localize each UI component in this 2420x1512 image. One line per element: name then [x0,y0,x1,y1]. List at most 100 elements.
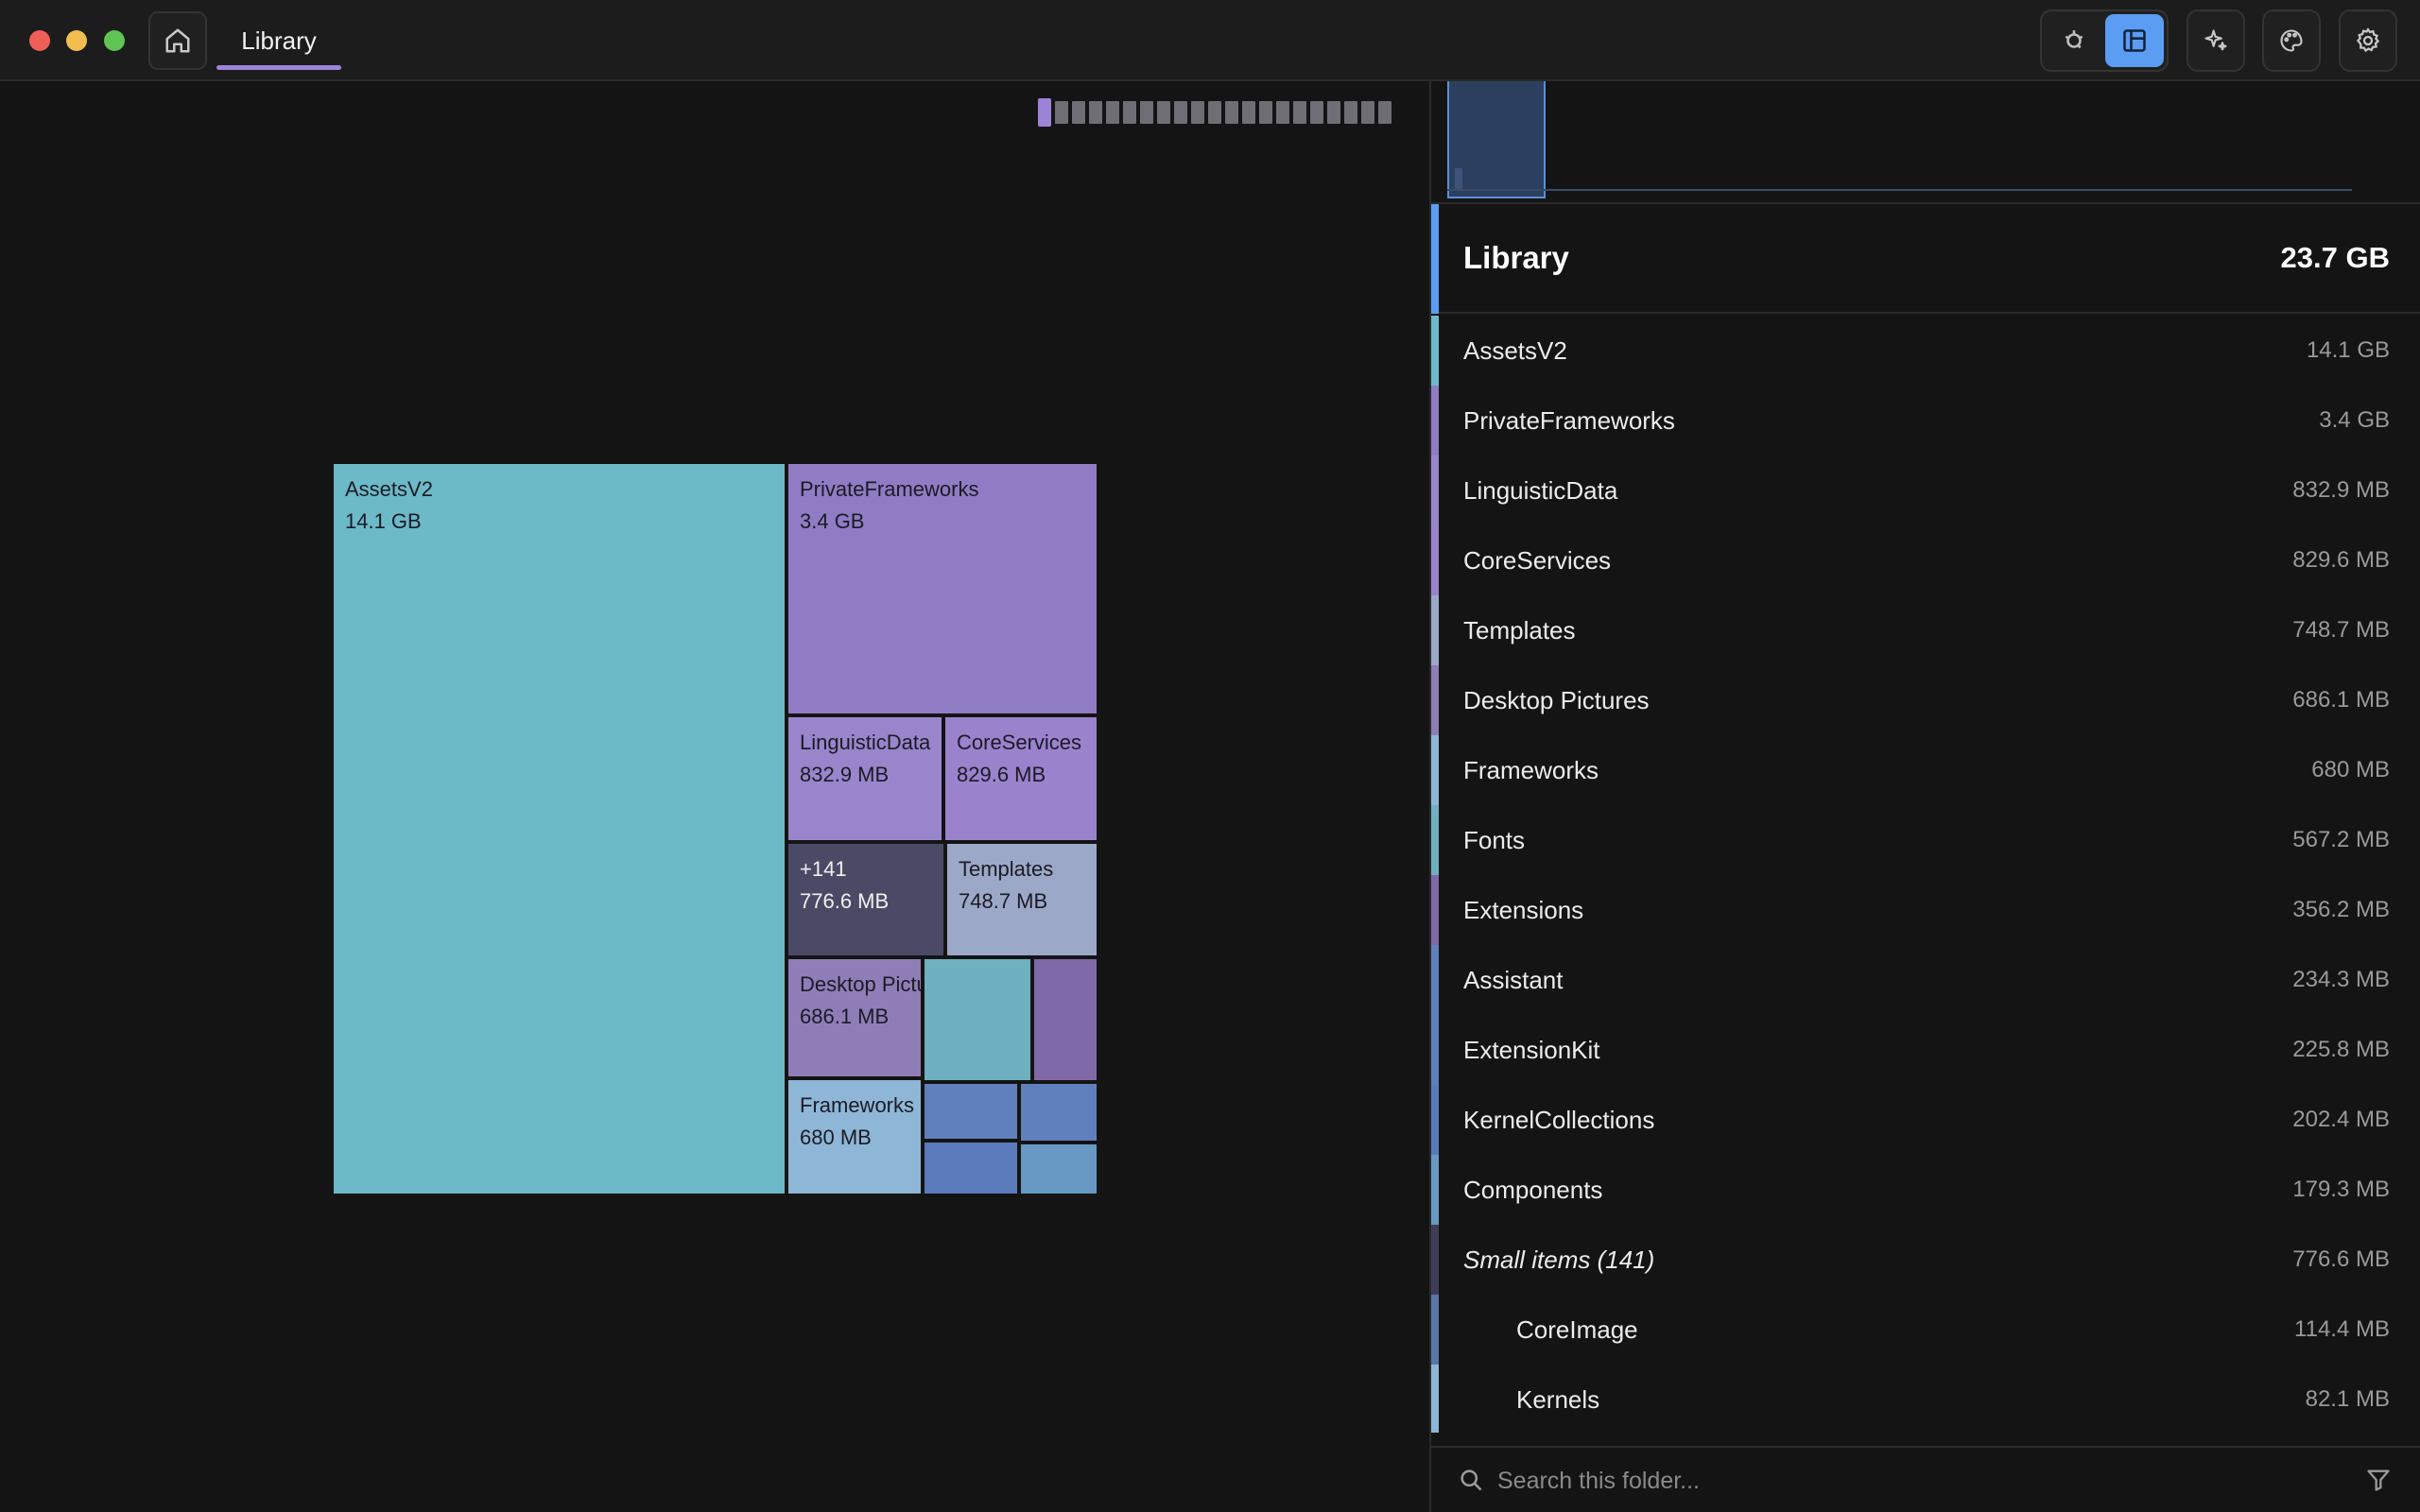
folder-size: 23.7 GB [2280,241,2390,274]
tab-library[interactable]: Library [216,11,341,70]
zoom-window-button[interactable] [104,30,125,51]
treemap-cell-extensions[interactable] [1032,957,1098,1082]
list-item[interactable]: CoreServices 829.6 MB [1431,525,2420,595]
item-name: Templates [1463,616,1576,644]
item-size: 680 MB [2311,757,2390,782]
settings-button[interactable] [2339,9,2397,72]
breadcrumb-segment[interactable] [1378,101,1392,124]
treemap-cell-assetsv2[interactable]: AssetsV2 14.1 GB [332,462,786,1195]
list-item[interactable]: Assistant 234.3 MB [1431,945,2420,1015]
treemap-view-button[interactable] [2105,14,2164,67]
current-folder-summary: Library 23.7 GB [1431,202,2420,314]
breadcrumb-segment[interactable] [1259,101,1272,124]
list-item[interactable]: Desktop Pictures 686.1 MB [1431,665,2420,735]
cell-name: Desktop Pictures [800,972,921,996]
breadcrumb-segment[interactable] [1208,101,1221,124]
item-name: CoreImage [1516,1315,1638,1344]
breadcrumb-segment[interactable] [1361,101,1374,124]
sunburst-view-button[interactable] [2045,14,2103,67]
breadcrumb-segment[interactable] [1276,101,1289,124]
item-size: 776.6 MB [2292,1246,2390,1272]
treemap-pane: AssetsV2 14.1 GB PrivateFrameworks 3.4 G… [0,81,1429,1512]
breadcrumb-segment[interactable] [1038,98,1051,127]
list-item[interactable]: PrivateFrameworks 3.4 GB [1431,386,2420,455]
treemap-cell-linguisticdata[interactable]: LinguisticData 832.9 MB [786,715,943,842]
filter-icon[interactable] [2365,1467,2392,1493]
search-input[interactable] [1495,1457,2331,1504]
treemap-cell-fonts[interactable] [923,957,1032,1082]
treemap-cell-frameworks[interactable]: Frameworks 680 MB [786,1078,923,1195]
color-stripe [1431,595,1439,665]
insights-button[interactable] [2187,9,2245,72]
breadcrumb-segment[interactable] [1140,101,1153,124]
color-stripe [1431,665,1439,735]
breadcrumb-segment[interactable] [1157,101,1170,124]
color-stripe [1431,386,1439,455]
color-stripe [1431,316,1439,386]
list-item[interactable]: ExtensionKit 225.8 MB [1431,1015,2420,1085]
treemap: AssetsV2 14.1 GB PrivateFrameworks 3.4 G… [332,462,1098,1195]
list-item[interactable]: Extensions 356.2 MB [1431,875,2420,945]
histogram-selection[interactable] [1447,81,1546,198]
list-item[interactable]: LinguisticData 832.9 MB [1431,455,2420,525]
color-stripe [1431,735,1439,805]
color-stripe [1431,945,1439,1015]
list-item[interactable]: CoreImage 114.4 MB [1431,1295,2420,1365]
treemap-cell-small-items[interactable]: +141 776.6 MB [786,842,945,957]
breadcrumb-segment[interactable] [1106,101,1119,124]
details-panel: Library 23.7 GB AssetsV2 14.1 GB PrivateFr… [1429,81,2420,1512]
breadcrumb-segment[interactable] [1089,101,1102,124]
home-button[interactable] [148,11,207,70]
item-name: LinguisticData [1463,476,1618,505]
list-item[interactable]: KernelCollections 202.4 MB [1431,1085,2420,1155]
breadcrumb-segment[interactable] [1072,101,1085,124]
treemap-cell-desktop-pictures[interactable]: Desktop Pictures 686.1 MB [786,957,923,1078]
list-item[interactable]: Frameworks 680 MB [1431,735,2420,805]
color-stripe [1431,455,1439,525]
breadcrumb-segment[interactable] [1242,101,1255,124]
list-item[interactable]: Small items (141) 776.6 MB [1431,1225,2420,1295]
breadcrumb-segment[interactable] [1344,101,1357,124]
color-stripe [1431,1085,1439,1155]
item-size: 202.4 MB [2292,1107,2390,1132]
breadcrumb [1038,98,1392,127]
breadcrumb-segment[interactable] [1191,101,1204,124]
list-item[interactable]: Templates 748.7 MB [1431,595,2420,665]
treemap-cell-extensionkit[interactable] [1019,1082,1098,1143]
breadcrumb-segment[interactable] [1327,101,1340,124]
treemap-cell-coreservices[interactable]: CoreServices 829.6 MB [943,715,1098,842]
histogram-bar [1455,168,1462,189]
breadcrumb-segment[interactable] [1055,101,1068,124]
item-size: 748.7 MB [2292,617,2390,643]
item-size: 356.2 MB [2292,897,2390,922]
list-item[interactable]: Components 179.3 MB [1431,1155,2420,1225]
item-size: 832.9 MB [2292,477,2390,503]
breadcrumb-segment[interactable] [1123,101,1136,124]
item-name: ExtensionKit [1463,1036,1600,1064]
item-name: Fonts [1463,826,1526,854]
list-item[interactable]: Kernels 82.1 MB [1431,1365,2420,1433]
breadcrumb-segment[interactable] [1225,101,1238,124]
close-window-button[interactable] [29,30,50,51]
treemap-cell-assistant[interactable] [923,1082,1019,1141]
minimize-window-button[interactable] [66,30,87,51]
list-item[interactable]: AssetsV2 14.1 GB [1431,316,2420,386]
folder-name: Library [1463,240,1569,275]
theme-button[interactable] [2262,9,2321,72]
treemap-cell-kernelcollections[interactable] [923,1141,1019,1195]
treemap-cell-templates[interactable]: Templates 748.7 MB [945,842,1098,957]
breadcrumb-segment[interactable] [1310,101,1323,124]
view-mode-toggle [2040,9,2169,72]
search-icon [1461,1469,1482,1491]
treemap-cell-components[interactable] [1019,1143,1098,1195]
breadcrumb-segment[interactable] [1293,101,1306,124]
color-stripe [1431,805,1439,875]
breadcrumb-segment[interactable] [1174,101,1187,124]
color-stripe [1431,525,1439,595]
size-histogram[interactable] [1431,81,2420,202]
color-stripe [1431,1365,1439,1433]
treemap-cell-privateframeworks[interactable]: PrivateFrameworks 3.4 GB [786,462,1098,715]
item-name: CoreServices [1463,546,1612,575]
list-item[interactable]: Fonts 567.2 MB [1431,805,2420,875]
item-list: AssetsV2 14.1 GB PrivateFrameworks 3.4 GB Li… [1431,316,2420,1433]
